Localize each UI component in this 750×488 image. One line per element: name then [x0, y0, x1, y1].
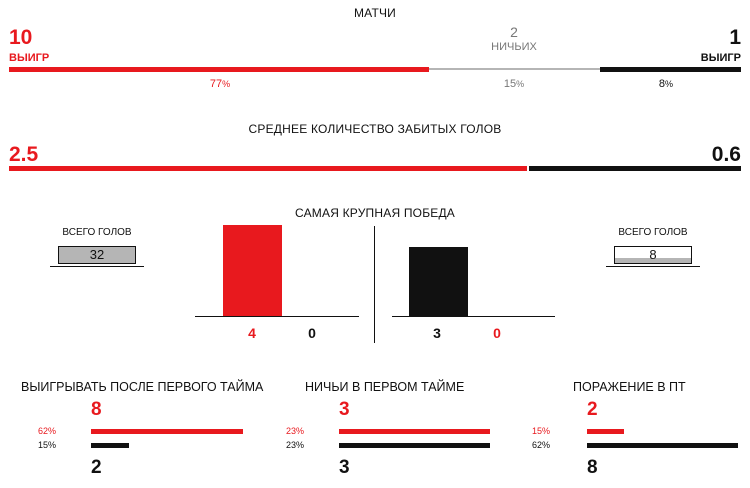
matches-title: МАТЧИ	[353, 6, 396, 20]
right-win-score-against: 0	[493, 325, 501, 341]
halftime-lead-bottom-value: 2	[91, 457, 102, 478]
halftime-draw-top-value: 3	[339, 399, 350, 420]
halftime-lead-bottom-bar	[91, 443, 129, 448]
matches-right-wins-value: 1	[729, 26, 741, 49]
avg-goals-title: СРЕДНЕЕ КОЛИЧЕСТВО ЗАБИТЫХ ГОЛОВ	[248, 122, 502, 136]
matches-left-wins-label: ВЫИГР	[9, 52, 50, 64]
matches-right-pct: 8%	[658, 78, 674, 90]
left-total-goals-label: ВСЕГО ГОЛОВ	[62, 227, 132, 238]
biggest-win-title: САМАЯ КРУПНАЯ ПОБЕДА	[294, 206, 456, 220]
right-total-goals-label: ВСЕГО ГОЛОВ	[618, 227, 688, 238]
matches-right-bar	[600, 67, 741, 72]
halftime-loss-bottom-bar	[587, 443, 738, 448]
matches-left-pct: 77%	[209, 78, 231, 90]
matches-right-wins-label: ВЫИГР	[700, 52, 741, 64]
halftime-lead-top-pct: 62%	[37, 426, 56, 436]
matches-draw-bar	[429, 68, 600, 70]
right-total-goals-box: 8	[614, 246, 692, 264]
center-divider	[374, 226, 375, 343]
avg-goals-right-bar	[529, 166, 741, 171]
halftime-lead-title: ВЫИГРЫВАТЬ ПОСЛЕ ПЕРВОГО ТАЙМА	[21, 380, 264, 394]
halftime-draw-bottom-bar	[339, 443, 490, 448]
halftime-draw-bottom-pct: 23%	[285, 440, 304, 450]
halftime-draw-top-bar	[339, 429, 490, 434]
matches-draw-pct: 15%	[503, 78, 525, 90]
right-win-axis	[392, 316, 555, 317]
halftime-loss-top-bar	[587, 429, 624, 434]
matches-left-wins-value: 10	[9, 26, 33, 49]
halftime-draw-title: НИЧЬИ В ПЕРВОМ ТАЙМЕ	[305, 380, 465, 394]
halftime-loss-title: ПОРАЖЕНИЕ В ПТ	[573, 380, 686, 394]
matches-draw-value: 2	[510, 24, 518, 40]
matches-left-bar	[9, 67, 429, 72]
halftime-loss-bottom-pct: 62%	[531, 440, 550, 450]
left-win-goals-bar	[223, 225, 282, 316]
right-total-goals-base	[606, 266, 700, 267]
halftime-lead-bottom-pct: 15%	[37, 440, 56, 450]
left-win-score-for: 4	[248, 325, 256, 341]
left-win-axis	[195, 316, 359, 317]
avg-goals-left-bar	[9, 166, 527, 171]
halftime-loss-top-pct: 15%	[531, 426, 550, 436]
left-win-score-against: 0	[308, 325, 316, 341]
avg-goals-left-value: 2.5	[9, 143, 39, 166]
halftime-loss-top-value: 2	[587, 399, 598, 420]
avg-goals-right-value: 0.6	[711, 143, 741, 166]
halftime-lead-top-value: 8	[91, 399, 102, 420]
right-win-goals-bar	[409, 247, 468, 316]
halftime-draw-top-pct: 23%	[285, 426, 304, 436]
halftime-lead-top-bar	[91, 429, 243, 434]
matches-draw-label: НИЧЬИХ	[491, 41, 537, 53]
halftime-draw-bottom-value: 3	[339, 457, 350, 478]
left-total-goals-base	[50, 266, 144, 267]
right-win-score-for: 3	[433, 325, 441, 341]
left-total-goals-box: 32	[58, 246, 136, 264]
halftime-loss-bottom-value: 8	[587, 457, 598, 478]
